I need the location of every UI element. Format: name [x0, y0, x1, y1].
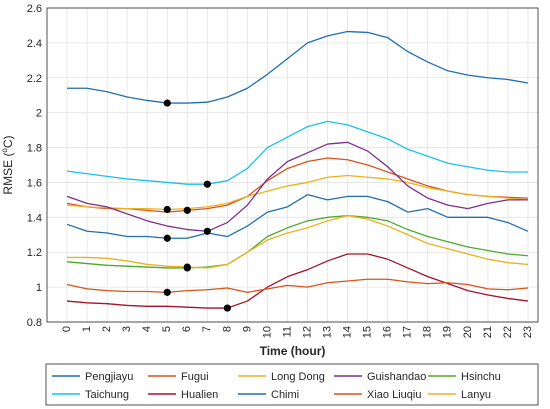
series-line-chimi [66, 194, 529, 239]
x-tick-label: 7 [201, 326, 213, 332]
x-tick-label: 12 [301, 326, 313, 338]
series-line-hsinchu [66, 214, 529, 269]
y-tick-label: 1.6 [27, 177, 42, 189]
x-tick-label: 21 [482, 326, 494, 338]
x-tick-label: 22 [502, 326, 514, 338]
y-tick-label: 1.4 [27, 212, 42, 224]
x-tick-label: 2 [101, 326, 113, 332]
y-axis-label: RMSE (oC) [0, 135, 15, 194]
min-marker-hualien [223, 304, 231, 312]
min-marker-guishandao [203, 227, 211, 235]
x-tick-label: 1 [81, 326, 93, 332]
legend-entry: Long Dong [271, 371, 325, 383]
series-line-long-dong [66, 174, 529, 211]
x-tick-label: 6 [181, 326, 193, 332]
legend-box [45, 363, 539, 406]
y-tick-label: 1.2 [27, 247, 42, 259]
x-tick-labels: 0 1 2 3 4 5 6 7 8 9 10 11 12 13 14 15 16 17 18 19 20 21 22 23 [61, 326, 534, 338]
y-axis-label-end: C) [1, 135, 15, 148]
y-axis-label-main: RMSE ( [1, 153, 15, 195]
series-line-xiao-liuqiu [66, 278, 529, 293]
x-tick-label: 10 [261, 326, 273, 338]
y-tick-label: 2.6 [27, 3, 42, 15]
legend-entry: Fugui [181, 371, 209, 383]
y-tick-label: 2.2 [27, 73, 42, 85]
y-tick-label: 2.4 [27, 38, 42, 50]
min-marker-lanyu [183, 263, 191, 271]
y-tick-label: 1 [36, 282, 42, 294]
x-tick-label: 17 [402, 326, 414, 338]
y-tick-labels: 0.8 1 1.2 1.4 1.6 1.8 2 2.2 2.4 2.6 [27, 3, 42, 329]
x-tick-label: 3 [121, 326, 133, 332]
y-axis-label-degree: o [0, 148, 9, 153]
series-line-taichung [66, 120, 528, 185]
legend-entry: Taichung [85, 389, 129, 401]
x-tick-label: 18 [422, 326, 434, 338]
legend-entry: Hualien [181, 389, 218, 401]
legend-entry: Guishandao [367, 371, 426, 383]
legend-entry: Lanyu [461, 389, 491, 401]
min-marker-fugui [183, 206, 191, 214]
x-tick-label: 11 [281, 326, 293, 337]
min-marker-pengjiayu [163, 99, 171, 107]
x-tick-label: 5 [161, 326, 173, 332]
x-tick-label: 4 [141, 326, 153, 332]
legend-entry: Xiao Liuqiu [367, 389, 421, 401]
x-tick-label: 20 [462, 326, 474, 338]
legend: Pengjiayu Fugui Long Dong Guishandao Hsinchu… [52, 371, 501, 401]
legend-entry: Hsinchu [461, 371, 501, 383]
x-tick-label: 23 [522, 326, 534, 338]
plot-frame [46, 7, 539, 323]
x-tick-label: 0 [61, 326, 73, 332]
min-marker-long-dong [163, 205, 171, 214]
x-tick-label: 19 [442, 326, 454, 338]
x-tick-label: 8 [221, 326, 233, 332]
min-marker-xiao-liuqiu [163, 288, 171, 296]
minimum-markers [163, 99, 231, 312]
min-marker-taichung [203, 180, 211, 188]
series-lines [66, 30, 529, 309]
x-tick-label: 9 [241, 326, 253, 332]
series-line-guishandao [66, 141, 528, 232]
x-tick-label: 14 [342, 326, 354, 338]
x-tick-label: 15 [362, 326, 374, 338]
series-line-hualien [66, 253, 529, 309]
y-tick-label: 0.8 [27, 317, 42, 329]
x-tick-label: 16 [382, 326, 394, 338]
series-line-fugui [66, 157, 529, 213]
min-marker-chimi [163, 234, 171, 242]
legend-entry: Pengjiayu [85, 371, 133, 383]
x-axis-label: Time (hour) [260, 344, 326, 358]
series-line-pengjiayu [67, 30, 529, 104]
y-tick-label: 1.8 [27, 143, 42, 155]
series-line-lanyu [67, 214, 529, 269]
legend-entry: Chimi [271, 389, 299, 401]
y-tick-label: 2 [36, 108, 42, 120]
x-tick-label: 13 [321, 326, 333, 338]
